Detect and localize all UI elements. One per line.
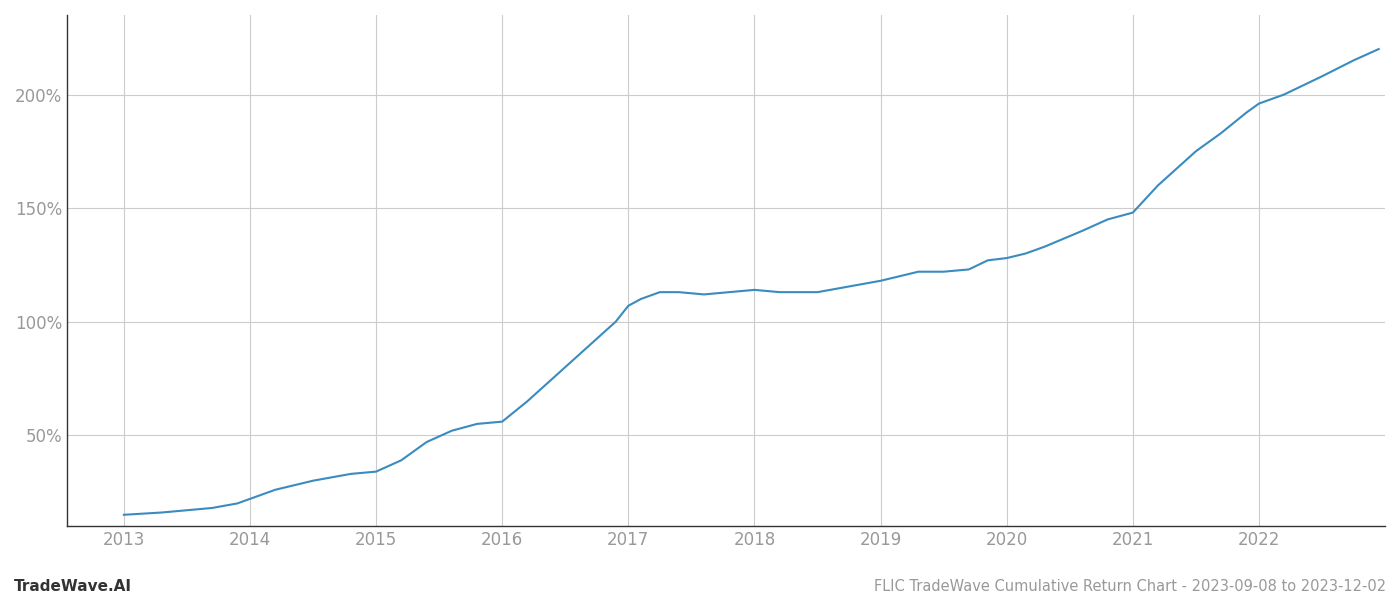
Text: FLIC TradeWave Cumulative Return Chart - 2023-09-08 to 2023-12-02: FLIC TradeWave Cumulative Return Chart -…	[874, 579, 1386, 594]
Text: TradeWave.AI: TradeWave.AI	[14, 579, 132, 594]
